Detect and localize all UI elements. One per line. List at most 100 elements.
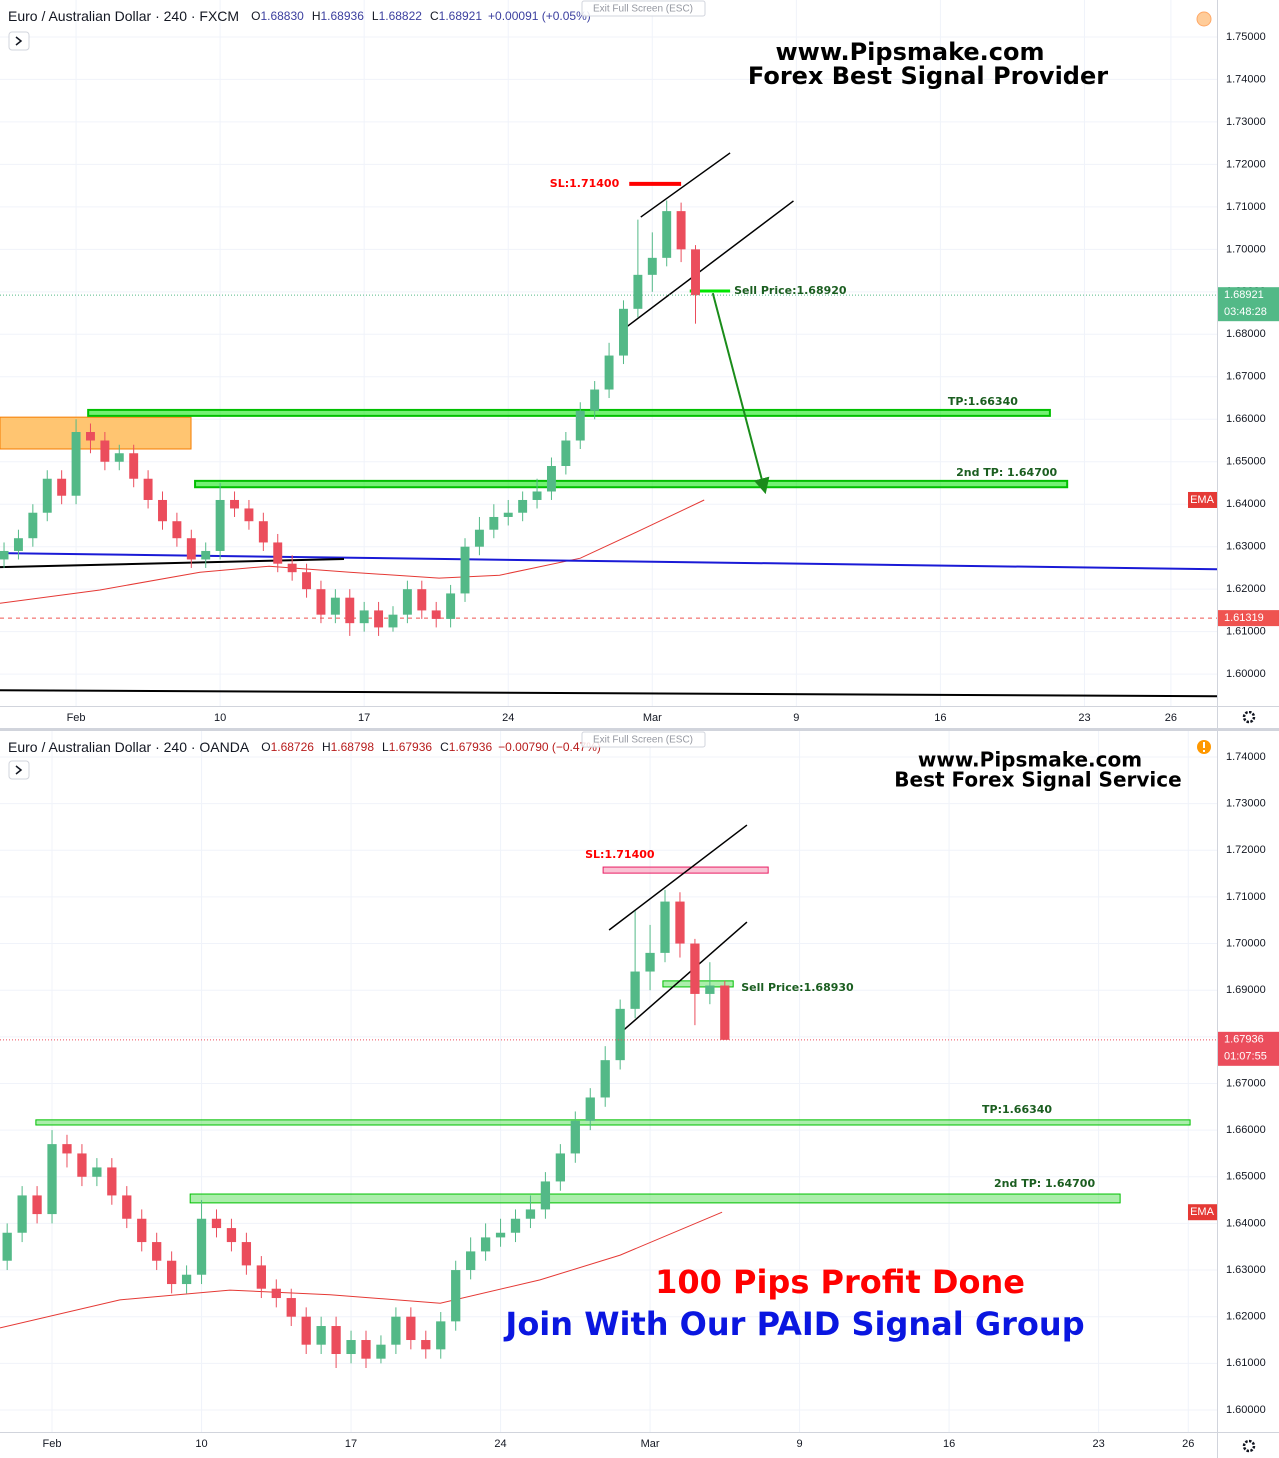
x-tick-label: 9 — [797, 1438, 803, 1450]
countdown-label: 03:48:28 — [1224, 306, 1267, 318]
candle-body — [585, 1097, 595, 1121]
y-tick-label: 1.62000 — [1226, 583, 1266, 595]
candle-body — [510, 1218, 521, 1233]
candle-body — [77, 1153, 87, 1177]
y-tick-label: 1.66000 — [1226, 413, 1266, 425]
candle-body — [71, 432, 81, 496]
x-tick-label: 23 — [1078, 712, 1090, 724]
candle-body — [181, 1274, 192, 1285]
ohlc-key: O — [261, 740, 270, 754]
ema-box — [1188, 1204, 1217, 1221]
y-tick-label: 1.64000 — [1226, 498, 1266, 510]
candle-body — [431, 610, 441, 619]
y-tick-label: 1.73000 — [1226, 116, 1266, 128]
candle-body — [201, 550, 211, 560]
candle-body — [32, 1195, 42, 1215]
price-box — [1218, 287, 1279, 322]
y-tick-label: 1.67000 — [1226, 1077, 1266, 1089]
candle-body — [720, 985, 730, 1040]
candle-body — [256, 1265, 266, 1289]
price-label: 1.68921 — [1224, 289, 1264, 301]
drawing-label: 2nd TP: 1.64700 — [956, 466, 1057, 479]
settings-icon[interactable] — [1242, 1439, 1256, 1453]
ohlc-key: L — [372, 9, 379, 23]
drawing-label: TP:1.66340 — [982, 1103, 1052, 1116]
ohlc-key: O — [251, 9, 260, 23]
plot-area: TP:1.66340 2nd TP: 1.64700 SL:1.71400 Sell … — [0, 0, 1217, 706]
x-tick-label: 10 — [214, 712, 226, 724]
x-tick-label: 23 — [1092, 1438, 1104, 1450]
candle-body — [374, 610, 384, 628]
y-tick-label: 1.73000 — [1226, 798, 1266, 810]
candle-body — [619, 308, 628, 356]
expand-button[interactable] — [8, 31, 30, 51]
expand-button[interactable] — [8, 760, 30, 780]
candle-body — [2, 1232, 12, 1261]
promo-text: Join With Our PAID Signal Group — [503, 1305, 1084, 1343]
trend-line — [608, 824, 748, 931]
ohlc-key: H — [312, 9, 321, 23]
candle-body — [345, 597, 355, 624]
settings-icon[interactable] — [1242, 710, 1256, 724]
ema-box — [1188, 491, 1217, 508]
candle-body — [518, 499, 528, 513]
y-tick-label: 1.64000 — [1226, 1217, 1266, 1229]
candle-body — [152, 1242, 162, 1261]
x-tick-label: Feb — [43, 1438, 62, 1450]
zone — [87, 408, 1051, 417]
candle-body — [466, 1251, 476, 1271]
candle-body — [226, 1228, 237, 1243]
candle-body — [286, 1298, 296, 1317]
candle-body — [489, 516, 499, 530]
ohlc-key: H — [322, 740, 331, 754]
candle-body — [241, 1242, 252, 1266]
x-tick-label: 24 — [502, 712, 514, 724]
candle-body — [474, 529, 484, 547]
exit-fullscreen-box[interactable] — [581, 0, 706, 17]
candle-body — [590, 389, 600, 411]
candle-body — [302, 572, 312, 590]
x-tick-label: 9 — [793, 712, 799, 724]
candle-body — [359, 610, 369, 624]
candle-body — [129, 453, 139, 479]
x-tick-label: 17 — [358, 712, 370, 724]
exit-fullscreen-box[interactable] — [581, 731, 706, 748]
trend-line — [640, 152, 731, 218]
candle-body — [114, 453, 124, 462]
candle-body — [167, 1260, 177, 1285]
x-tick-label: 17 — [345, 1438, 357, 1450]
watermark: Forex Best Signal Provider — [748, 62, 1108, 90]
x-tick-label: 16 — [943, 1438, 955, 1450]
candle-body — [215, 499, 225, 551]
ohlc-change: −0.00790 (−0.47%) — [498, 740, 601, 754]
y-tick-label: 1.60000 — [1226, 668, 1266, 680]
x-tick-label: 16 — [934, 712, 946, 724]
candle-body — [630, 971, 640, 1009]
warning-mark — [1203, 742, 1205, 748]
x-tick-label: 26 — [1182, 1438, 1194, 1450]
y-tick-label: 1.67000 — [1226, 371, 1266, 383]
candle-body — [570, 1120, 580, 1154]
ohlc-value: 1.68726 — [271, 740, 315, 754]
candle-body — [675, 901, 685, 944]
chevron-icon — [15, 765, 23, 775]
drawing-label: 2nd TP: 1.64700 — [994, 1177, 1095, 1190]
alert-icon[interactable] — [1196, 11, 1212, 27]
candle-body — [17, 1195, 27, 1233]
ohlc-key: C — [440, 740, 449, 754]
y-tick-label: 1.62000 — [1226, 1311, 1266, 1323]
candle-body — [330, 597, 340, 615]
x-tick-label: Mar — [643, 712, 662, 724]
candle-body — [690, 943, 700, 994]
candle-body — [604, 355, 614, 390]
x-tick-label: Feb — [67, 712, 86, 724]
y-tick-label: 1.72000 — [1226, 158, 1266, 170]
candle-body — [575, 410, 585, 441]
trend-line — [619, 921, 748, 1034]
ohlc-value: 1.68921 — [439, 9, 483, 23]
candle-body — [660, 901, 670, 953]
y-tick-label: 1.63000 — [1226, 541, 1266, 553]
candle-body — [86, 432, 95, 441]
